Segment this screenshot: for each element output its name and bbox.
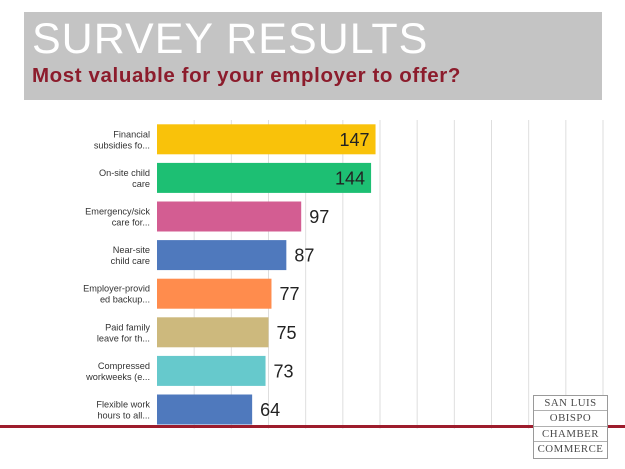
bar	[157, 162, 372, 193]
value-label: 144	[335, 168, 365, 188]
value-label: 147	[339, 130, 369, 150]
logo-line-1: SAN LUIS	[544, 397, 597, 409]
title-banner: SURVEY RESULTS Most valuable for your em…	[24, 12, 602, 100]
category-label: Financial subsidies fo...	[94, 129, 150, 150]
bar	[157, 317, 269, 348]
bar	[157, 355, 266, 386]
survey-question: Most valuable for your employer to offer…	[32, 64, 461, 87]
page-title: SURVEY RESULTS	[32, 15, 429, 63]
value-label: 87	[294, 246, 314, 266]
logo-line-4: COMMERCE	[534, 441, 607, 456]
category-label: Emergency/sick care for...	[85, 207, 150, 228]
value-label: 73	[274, 361, 294, 381]
logo-line-3: CHAMBER	[534, 425, 607, 441]
value-label: 64	[260, 400, 280, 420]
chamber-logo: SAN LUIS OBISPO CHAMBER COMMERCE	[533, 395, 608, 459]
category-label: Paid family leave for th...	[97, 322, 151, 343]
bar	[157, 201, 302, 232]
value-label: 77	[279, 284, 299, 304]
value-label: 97	[309, 207, 329, 227]
bar	[157, 394, 253, 425]
bar	[157, 278, 272, 309]
category-label: Near-site child care	[111, 245, 150, 266]
logo-line-2: OBISPO	[534, 410, 607, 425]
footer-rule	[0, 425, 625, 428]
category-label: Compressed workweeks (e...	[85, 361, 150, 382]
category-label: Employer-provid ed backup...	[83, 284, 150, 305]
bar	[157, 124, 376, 155]
bar	[157, 240, 287, 271]
category-label: On-site child care	[99, 168, 150, 189]
category-label: Flexible work hours to all...	[96, 400, 150, 421]
value-label: 75	[277, 323, 297, 343]
